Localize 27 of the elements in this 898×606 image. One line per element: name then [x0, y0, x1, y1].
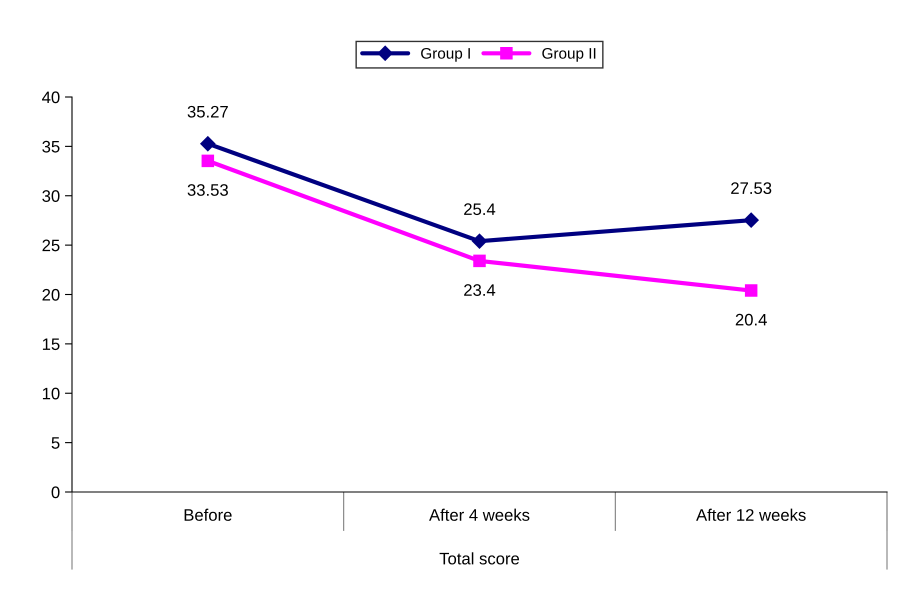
y-tick-label: 0: [52, 486, 60, 498]
x-tick-label: After 4 weeks: [429, 508, 530, 521]
y-tick-label: 5: [52, 437, 60, 449]
point: [472, 234, 488, 249]
y-tick-label: 30: [42, 190, 60, 202]
y-tick-label: 40: [42, 91, 60, 104]
point: [202, 154, 214, 168]
y-tick-label: 25: [42, 240, 60, 252]
y-tick-label: 35: [42, 140, 60, 153]
data-label: 20.4: [736, 314, 767, 326]
point: [744, 212, 759, 228]
legend-label: Group II: [542, 48, 596, 62]
point: [744, 284, 758, 297]
y-tick-label: 15: [42, 338, 60, 350]
y-tick-label: 20: [42, 288, 60, 301]
x-tick-label: Before: [184, 508, 232, 521]
legend-label: Group I: [421, 48, 470, 62]
data-label: 33.53: [188, 184, 228, 196]
data-label: 27.53: [731, 182, 772, 194]
data-label: 23.4: [464, 284, 496, 296]
data-label: 35.27: [188, 106, 228, 118]
data-label: 25.4: [464, 203, 496, 216]
x-axis-title: Total score: [440, 552, 520, 565]
point: [200, 136, 216, 152]
x-tick-label: After 12 weeks: [696, 508, 806, 521]
point: [473, 254, 486, 268]
y-tick-label: 10: [42, 388, 60, 400]
